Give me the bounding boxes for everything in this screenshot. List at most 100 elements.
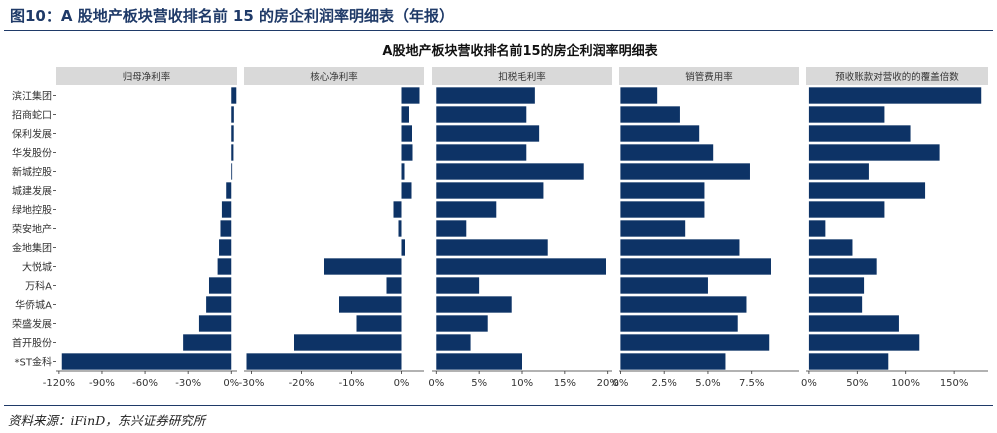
bar	[620, 106, 680, 123]
panel-title: 销管费用率	[685, 71, 733, 83]
bar	[401, 87, 420, 104]
bottom-rule	[4, 405, 993, 406]
x-tick-label: 5%	[471, 378, 487, 389]
bar	[620, 87, 658, 104]
bar	[436, 106, 527, 123]
bar	[401, 125, 412, 142]
bar	[436, 87, 535, 104]
x-tick-label: 50%	[846, 378, 868, 389]
x-tick-label: 0%	[428, 378, 444, 389]
bar	[808, 334, 920, 351]
x-tick-label: -60%	[132, 378, 158, 389]
bar	[620, 277, 708, 294]
panel-strip	[619, 67, 799, 85]
bar	[198, 315, 232, 332]
bar	[620, 315, 738, 332]
bar	[386, 277, 402, 294]
source-note: 资料来源：iFinD，东兴证券研究所	[8, 413, 206, 428]
bar	[231, 87, 237, 104]
category-label: 绿地控股	[12, 204, 52, 217]
bar	[356, 315, 402, 332]
bar	[436, 258, 606, 275]
figure-title: 图10：A 股地产板块营收排名前 15 的房企利润率明细表（年报）	[10, 7, 455, 25]
bar	[620, 353, 726, 370]
bar	[401, 144, 413, 161]
bar	[620, 220, 686, 237]
panel: 销管费用率 0% 2.5% 5.0% 7.5%	[612, 67, 799, 389]
category-label: 城建发展	[12, 185, 52, 198]
bar	[219, 239, 232, 256]
x-tick-label: -30%	[175, 378, 201, 389]
bar	[436, 201, 497, 218]
bar	[808, 201, 885, 218]
x-tick-label: 20%	[597, 378, 619, 389]
category-label: 保利发展	[12, 128, 52, 141]
panel: 核心净利率 -30% -20% -10% 0%	[239, 67, 424, 389]
bar	[226, 182, 232, 199]
category-label: 荣安地产	[12, 223, 52, 236]
x-tick-label: 0%	[394, 378, 410, 389]
panel: 预收账款对营收的的覆盖倍数 0% 50% 100% 150%	[801, 67, 988, 389]
bar	[808, 163, 869, 180]
bar	[436, 220, 467, 237]
category-label: 金地集团	[12, 242, 52, 255]
x-tick-label: 2.5%	[651, 378, 676, 389]
x-tick-label: 150%	[940, 378, 969, 389]
bar	[339, 296, 402, 313]
bar	[620, 144, 714, 161]
bar	[208, 277, 232, 294]
bar	[808, 239, 853, 256]
bar	[808, 182, 926, 199]
top-rule	[4, 30, 993, 31]
bar	[393, 201, 402, 218]
bar	[436, 125, 540, 142]
x-tick-label: 15%	[554, 378, 576, 389]
bar	[183, 334, 232, 351]
category-label: 华发股份	[12, 147, 52, 160]
bar	[620, 125, 700, 142]
bar	[206, 296, 232, 313]
bar	[808, 296, 863, 313]
bar	[436, 163, 584, 180]
bar	[294, 334, 402, 351]
bar	[221, 201, 232, 218]
bar	[436, 182, 544, 199]
bar	[401, 239, 405, 256]
bar	[231, 125, 234, 142]
bar	[220, 220, 232, 237]
x-tick-label: 0%	[223, 378, 239, 389]
bar	[231, 106, 234, 123]
bar	[436, 334, 471, 351]
bar	[246, 353, 402, 370]
category-label: 大悦城	[22, 261, 52, 274]
bar	[217, 258, 232, 275]
bar	[436, 277, 480, 294]
x-tick-label: -20%	[289, 378, 315, 389]
bar	[401, 106, 409, 123]
bar	[324, 258, 402, 275]
bar	[231, 144, 234, 161]
panel: 扣税毛利率 0% 5% 10% 15% 20%	[428, 67, 619, 389]
panel-strip	[56, 67, 237, 85]
x-tick-label: 0%	[612, 378, 628, 389]
panel-title: 归母净利率	[123, 71, 171, 83]
panel-title: 预收账款对营收的的覆盖倍数	[835, 71, 959, 83]
bar	[808, 353, 889, 370]
bar	[620, 296, 747, 313]
bar	[436, 296, 512, 313]
bar	[808, 277, 865, 294]
panel-strip	[244, 67, 424, 85]
bar	[436, 315, 488, 332]
bar	[620, 163, 750, 180]
category-label: 首开股份	[12, 337, 52, 350]
bar	[620, 182, 705, 199]
category-labels: 滨江集团招商蛇口保利发展华发股份新城控股城建发展绿地控股荣安地产金地集团大悦城万…	[12, 90, 56, 369]
category-label: *ST金科	[15, 356, 52, 369]
panel: 归母净利率 -120% -90% -60% -30% 0%	[43, 67, 239, 389]
category-label: 新城控股	[12, 166, 52, 179]
x-tick-label: 5.0%	[695, 378, 720, 389]
bar	[808, 144, 940, 161]
bar	[808, 220, 826, 237]
panel-strip	[432, 67, 612, 85]
